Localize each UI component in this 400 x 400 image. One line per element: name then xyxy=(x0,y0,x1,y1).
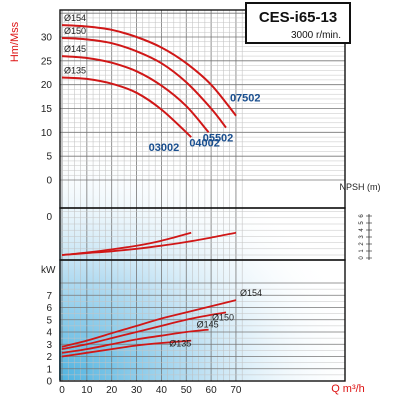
head-y-tick: 0 xyxy=(46,176,52,187)
flow-x-tick: 60 xyxy=(206,385,218,396)
power-curve xyxy=(61,311,227,350)
power-curve-diameter-label: Ø154 xyxy=(240,288,262,298)
flow-x-tick: 30 xyxy=(131,385,143,396)
npsh-scale-tick: 6 xyxy=(359,214,365,218)
head-axis-label: Hm/Mss xyxy=(9,21,21,62)
title-box xyxy=(245,2,351,44)
head-curve-diameter-label: Ø145 xyxy=(64,44,86,54)
npsh-scale-tick: 4 xyxy=(359,228,365,232)
flow-x-tick: 10 xyxy=(81,385,93,396)
flow-axis-label: Q m³/h xyxy=(331,383,365,395)
model-label: 04002 xyxy=(189,137,220,149)
power-axis-label: kW xyxy=(41,265,56,276)
model-label: 05502 xyxy=(203,133,234,145)
head-y-tick: 5 xyxy=(46,152,52,163)
background-glow xyxy=(59,150,349,380)
npsh-scale: 6 5 4 3 2 1 0 xyxy=(359,214,372,260)
flow-x-tick: 50 xyxy=(181,385,193,396)
power-y-tick: 3 xyxy=(46,340,52,351)
power-y-tick: 6 xyxy=(46,303,52,314)
flow-x-tick: 40 xyxy=(156,385,168,396)
plot-frames xyxy=(59,9,346,382)
npsh-scale-tick: 3 xyxy=(359,235,365,239)
grid xyxy=(60,10,345,382)
power-curve xyxy=(61,299,237,348)
head-y-tick: 30 xyxy=(41,33,53,44)
head-curve xyxy=(61,37,227,129)
head-y-tick: 25 xyxy=(41,56,53,67)
flow-x-tick: 70 xyxy=(230,385,242,396)
head-y-tick: 15 xyxy=(41,104,53,115)
head-curve-diameter-label: Ø150 xyxy=(64,26,86,36)
head-y-tick: 10 xyxy=(41,128,53,139)
panel-frame xyxy=(59,259,346,382)
head-curve-diameter-label: Ø154 xyxy=(64,13,86,23)
power-curve-diameter-label: Ø150 xyxy=(212,312,234,322)
chart-title: CES-i65-13 xyxy=(259,9,337,26)
head-curve xyxy=(61,24,237,117)
npsh-y-tick: 0 xyxy=(46,212,52,223)
curve-labels: Ø154Ø150Ø145Ø13507502055020400203002Ø154… xyxy=(64,13,262,348)
power-curve-diameter-label: Ø135 xyxy=(169,339,191,349)
power-y-tick: 1 xyxy=(46,364,52,375)
head-y-tick: 20 xyxy=(41,80,53,91)
power-y-tick: 0 xyxy=(46,377,52,388)
head-curve xyxy=(61,55,210,133)
npsh-scale-tick: 5 xyxy=(359,221,365,225)
chart-subtitle: 3000 r/min. xyxy=(291,30,341,41)
power-y-tick: 4 xyxy=(46,328,52,339)
power-curve xyxy=(61,328,209,354)
curves xyxy=(61,24,237,358)
power-curve-diameter-label: Ø145 xyxy=(197,320,219,330)
head-curve xyxy=(61,76,192,138)
flow-x-tick: 0 xyxy=(59,385,65,396)
npsh-scale-tick: 0 xyxy=(359,256,365,260)
model-label: 07502 xyxy=(230,93,261,105)
flow-x-tick: 20 xyxy=(106,385,118,396)
power-y-tick: 2 xyxy=(46,352,52,363)
power-curve xyxy=(61,339,192,358)
npsh-axis-label: NPSH (m) xyxy=(340,182,381,192)
head-curve-diameter-label: Ø135 xyxy=(64,66,86,76)
power-y-tick: 7 xyxy=(46,291,52,302)
npsh-curve xyxy=(61,231,237,256)
model-label: 03002 xyxy=(149,142,180,154)
power-y-tick: 5 xyxy=(46,315,52,326)
npsh-scale-tick: 1 xyxy=(359,249,365,253)
npsh-scale-tick: 2 xyxy=(359,242,365,246)
